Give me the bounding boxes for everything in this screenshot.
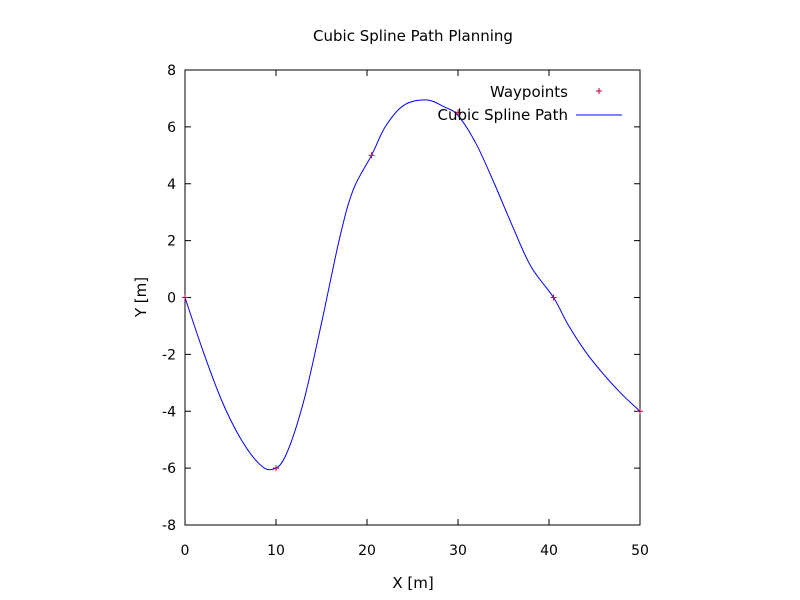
y-tick-label: -6 — [162, 461, 176, 477]
y-tick-label: 6 — [167, 120, 176, 136]
series-line-cubic-spline-path — [184, 99, 641, 471]
waypoint-marker — [455, 109, 461, 116]
legend-marker-waypoints — [596, 88, 602, 94]
y-tick-label: 0 — [167, 291, 176, 307]
x-tick-label: 0 — [181, 543, 190, 559]
waypoint-marker — [637, 408, 643, 415]
legend: Waypoints Cubic Spline Path — [437, 83, 622, 124]
y-tick-label: -4 — [162, 404, 176, 420]
x-tick-label: 20 — [358, 543, 376, 559]
tick-labels: 0 10 20 30 40 50 -8 -6 -4 -2 0 2 4 6 8 — [162, 63, 649, 559]
y-axis-label: Y [m] — [132, 277, 150, 318]
x-tick-label: 40 — [540, 543, 558, 559]
legend-plus-glyph — [596, 88, 602, 94]
waypoint-marker — [182, 294, 188, 301]
waypoint-marker — [273, 465, 279, 472]
series-layer — [182, 99, 643, 472]
x-tick-label: 50 — [631, 543, 649, 559]
y-tick-label: 4 — [167, 177, 176, 193]
x-tick-label: 10 — [267, 543, 285, 559]
legend-label-cubic-spline-path: Cubic Spline Path — [437, 106, 568, 124]
x-axis-label: X [m] — [392, 574, 433, 592]
y-tick-label: 2 — [167, 234, 176, 250]
waypoint-marker — [368, 152, 375, 159]
chart-title: Cubic Spline Path Planning — [313, 27, 513, 45]
x-tick-label: 30 — [449, 543, 467, 559]
legend-label-waypoints: Waypoints — [490, 83, 568, 101]
y-tick-label: -8 — [162, 518, 176, 534]
y-tick-label: 8 — [167, 63, 176, 79]
waypoint-marker — [550, 294, 557, 301]
y-tick-label: -2 — [162, 347, 176, 363]
